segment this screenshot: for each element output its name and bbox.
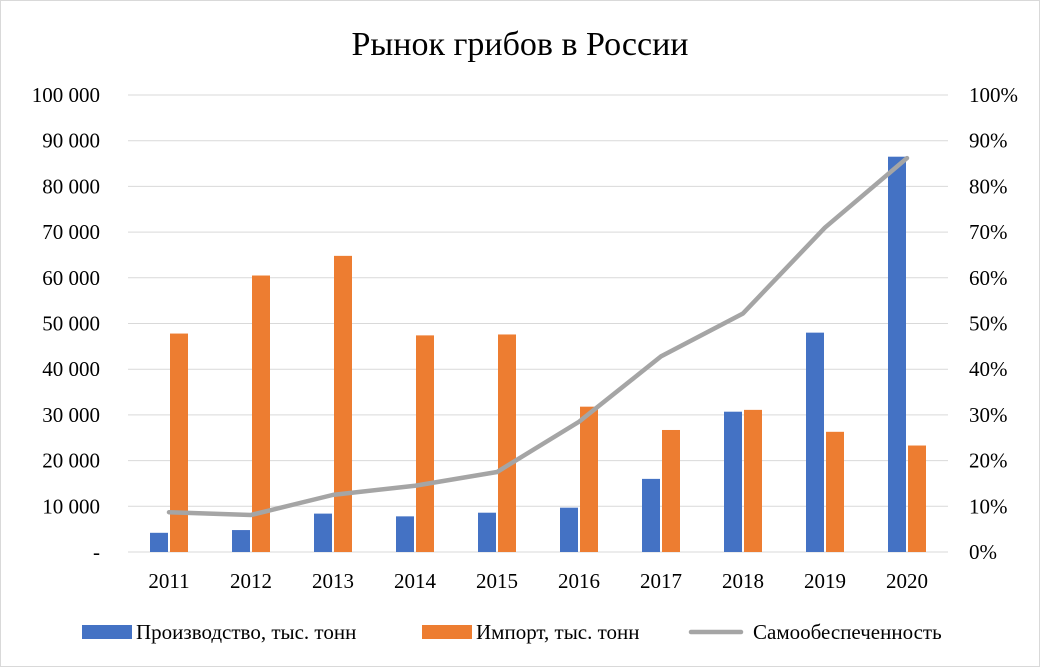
bar-import	[826, 431, 844, 552]
bar-production	[888, 156, 906, 552]
y-right-tick-label: 90%	[969, 129, 1008, 153]
bar-import	[170, 333, 188, 552]
y-left-tick-label: 80 000	[42, 174, 100, 198]
bar-import	[580, 406, 598, 552]
bar-production	[724, 411, 742, 552]
self-sufficiency-line	[166, 155, 910, 518]
self-sufficiency-line-layer	[166, 155, 910, 518]
bar-import	[908, 445, 926, 552]
bar-import	[662, 429, 680, 552]
y-left-tick-label: 20 000	[42, 449, 100, 473]
y-left-tick-label: 60 000	[42, 266, 100, 290]
legend-label: Самообеспеченность	[753, 620, 942, 644]
x-tick-label: 2019	[804, 569, 846, 593]
bar-import	[498, 334, 516, 552]
bar-import	[252, 275, 270, 552]
y-right-tick-label: 100%	[969, 83, 1018, 107]
bar-production	[150, 532, 168, 552]
y-left-tick-label: 100 000	[32, 83, 100, 107]
bar-production	[478, 512, 496, 552]
bar-production	[232, 530, 250, 552]
y-right-tick-label: 10%	[969, 494, 1008, 518]
y-right-tick-label: 60%	[969, 266, 1008, 290]
gridlines	[128, 94, 948, 553]
y-left-tick-label: 70 000	[42, 220, 100, 244]
y-right-tick-label: 0%	[969, 540, 997, 564]
y-left-tick-label: 50 000	[42, 312, 100, 336]
y-left-tick-label: 40 000	[42, 357, 100, 381]
y-right-tick-label: 80%	[969, 174, 1008, 198]
y-right-tick-label: 20%	[969, 449, 1008, 473]
bar-production	[396, 516, 414, 552]
legend-label: Производство, тыс. тонн	[136, 620, 356, 644]
x-tick-label: 2018	[722, 569, 764, 593]
x-tick-label: 2012	[230, 569, 272, 593]
bars	[150, 156, 926, 552]
legend-swatch	[422, 625, 472, 639]
x-tick-label: 2017	[640, 569, 682, 593]
bar-production	[560, 507, 578, 552]
bar-import	[744, 409, 762, 552]
bar-import	[334, 255, 352, 552]
bar-production	[314, 513, 332, 552]
x-tick-label: 2016	[558, 569, 600, 593]
y-left-tick-label: 90 000	[42, 129, 100, 153]
legend-item-production: Производство, тыс. тонн	[82, 620, 356, 644]
y-right-tick-label: 40%	[969, 357, 1008, 381]
y-right-tick-label: 30%	[969, 403, 1008, 427]
legend-item-self-sufficiency: Самообеспеченность	[688, 620, 942, 644]
chart-title: Рынок грибов в России	[352, 26, 689, 63]
x-tick-label: 2015	[476, 569, 518, 593]
bar-production	[642, 478, 660, 552]
bar-import	[416, 335, 434, 552]
y-left-tick-label: 30 000	[42, 403, 100, 427]
axis-labels: - 10 000 20 000 30 000 40 000 50 000 60 000 70 …	[32, 83, 1018, 593]
legend-label: Импорт, тыс. тонн	[476, 620, 640, 644]
x-tick-label: 2020	[886, 569, 928, 593]
y-right-tick-label: 50%	[969, 312, 1008, 336]
x-tick-label: 2011	[148, 569, 189, 593]
legend-item-import: Импорт, тыс. тонн	[422, 620, 640, 644]
y-left-tick-label: -	[93, 540, 100, 564]
x-tick-label: 2014	[394, 569, 437, 593]
legend: Производство, тыс. тонн Импорт, тыс. тонн…	[82, 620, 942, 644]
y-right-tick-label: 70%	[969, 220, 1008, 244]
x-tick-label: 2013	[312, 569, 354, 593]
bar-production	[806, 332, 824, 552]
legend-swatch	[82, 625, 132, 639]
y-left-tick-label: 10 000	[42, 494, 100, 518]
